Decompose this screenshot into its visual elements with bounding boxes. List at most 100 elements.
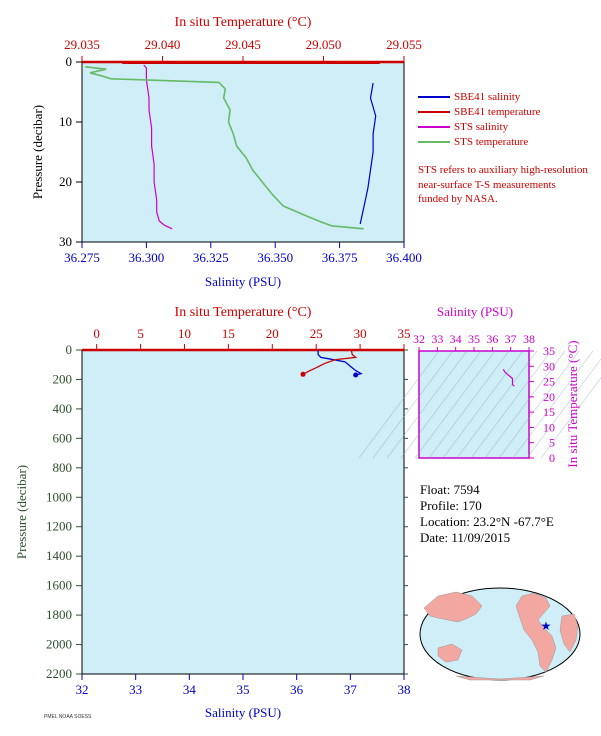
density-contour <box>456 350 538 459</box>
tick-label: 20 <box>266 326 279 341</box>
bottom-series-lines <box>300 349 363 378</box>
profile-number: Profile: 170 <box>420 498 482 513</box>
bottom-salinity-ticks: 32 33 34 35 36 37 38 <box>76 674 411 697</box>
tick-label: 35 <box>237 682 250 697</box>
tick-label: 29.050 <box>306 37 342 52</box>
legend-item: SBE41 temperature <box>418 105 540 120</box>
legend-item: STS salinity <box>418 120 540 135</box>
series-line <box>502 368 515 387</box>
ts-y-axis-title: In situ Temperature (°C) <box>565 340 580 467</box>
ts-x-axis-title: Salinity (PSU) <box>437 304 513 319</box>
top-x2-axis-title: In situ Temperature (°C) <box>175 15 312 30</box>
legend: SBE41 salinity SBE41 temperature STS sal… <box>418 90 540 150</box>
tick-label: 10 <box>59 114 72 129</box>
series-endpoint <box>300 371 306 377</box>
top-series-lines <box>85 62 380 230</box>
top-temperature-ticks: 29.035 29.040 29.045 29.050 29.055 <box>64 37 422 62</box>
top-chart: 36.275 36.300 36.325 36.350 36.375 36.400 29.… <box>30 15 422 289</box>
density-contour <box>526 358 601 459</box>
density-contour <box>358 350 440 459</box>
profile-date: Date: 11/09/2015 <box>420 530 511 545</box>
series-line <box>302 349 358 375</box>
tick-label: 25 <box>310 326 323 341</box>
legend-label: SBE41 salinity <box>454 91 521 103</box>
sts-note: STS refers to auxiliary high-resolution … <box>418 164 588 205</box>
top-plot-area <box>81 61 405 243</box>
tick-label: 36.325 <box>193 250 229 265</box>
top-x-axis-title: Salinity (PSU) <box>205 274 281 289</box>
top-salinity-ticks: 36.275 36.300 36.325 36.350 36.375 36.400 <box>64 242 422 265</box>
tick-label: 38 <box>398 682 411 697</box>
density-contour <box>512 350 594 459</box>
tick-label: 5 <box>549 436 555 450</box>
tick-label: 35 <box>543 344 555 358</box>
tick-label: 36.375 <box>322 250 358 265</box>
density-contour <box>428 350 510 459</box>
tick-label: 25 <box>543 375 555 389</box>
tick-label: 10 <box>178 326 191 341</box>
series-line <box>359 82 377 225</box>
bottom-x2-axis-title: In situ Temperature (°C) <box>175 305 312 320</box>
tick-label: 5 <box>137 326 144 341</box>
density-contour <box>498 350 580 459</box>
tick-label: 0 <box>66 342 73 357</box>
legend-swatch <box>418 96 450 99</box>
ts-series-line <box>502 368 515 387</box>
map-float-marker: ★ <box>541 619 552 633</box>
top-pressure-ticks: 0 10 20 30 <box>59 54 82 249</box>
tick-label: 20 <box>543 390 555 404</box>
density-contour <box>470 350 552 459</box>
density-contour <box>414 350 496 459</box>
tick-label: 29.035 <box>64 37 100 52</box>
series-line <box>143 64 173 230</box>
tick-label: 33 <box>129 682 142 697</box>
bottom-plot-area <box>81 349 405 675</box>
legend-item: STS temperature <box>418 135 540 150</box>
tick-label: 36.300 <box>129 250 165 265</box>
float-location: Location: 23.2°N -67.7°E <box>420 514 554 529</box>
legend-swatch <box>418 111 450 114</box>
legend-swatch <box>418 141 450 144</box>
legend-swatch <box>418 126 450 129</box>
map-land-eurasia <box>423 591 483 623</box>
float-id: Float: 7594 <box>420 482 480 497</box>
tick-label: 29.045 <box>225 37 261 52</box>
tick-label: 29.040 <box>145 37 181 52</box>
tick-label: 0 <box>549 451 555 465</box>
tick-label: 32 <box>76 682 89 697</box>
tick-label: 0 <box>66 54 73 69</box>
map-land-antarctica <box>455 675 545 681</box>
tick-label: 600 <box>53 430 73 445</box>
tick-label: 36.350 <box>257 250 293 265</box>
tick-label: 10 <box>543 420 555 434</box>
tick-label: 2000 <box>46 637 72 652</box>
density-contour <box>400 350 482 459</box>
legend-label: STS salinity <box>454 121 509 133</box>
map-land-australia <box>437 643 463 663</box>
legend-label: STS temperature <box>454 136 529 148</box>
footer-credit: PMEL NOAA SOESS <box>44 714 92 720</box>
tick-label: 200 <box>53 371 73 386</box>
float-info: Float: 7594 Profile: 170 Location: 23.2°… <box>420 482 554 546</box>
legend-item: SBE41 salinity <box>418 90 540 105</box>
tick-label: 32 <box>413 332 425 346</box>
tick-label: 35 <box>398 326 411 341</box>
tick-label: 36 <box>486 332 498 346</box>
tick-label: 1000 <box>46 489 72 504</box>
tick-label: 30 <box>59 234 72 249</box>
map-land-americas <box>515 592 557 673</box>
density-contour <box>372 350 454 459</box>
tick-label: 2200 <box>46 666 72 681</box>
density-contour <box>442 350 524 459</box>
series-line <box>317 350 363 376</box>
bottom-y-axis-title: Pressure (decibar) <box>14 465 29 559</box>
ts-density-contours <box>358 350 601 459</box>
legend-label: SBE41 temperature <box>454 106 541 118</box>
bottom-x-axis-title: Salinity (PSU) <box>205 705 281 720</box>
tick-label: 15 <box>543 405 555 419</box>
tick-label: 33 <box>431 332 443 346</box>
bottom-chart: 32 33 34 35 36 37 38 0 5 10 15 20 25 30 35 0 200 400 600… <box>14 305 411 720</box>
tick-label: 1400 <box>46 548 72 563</box>
